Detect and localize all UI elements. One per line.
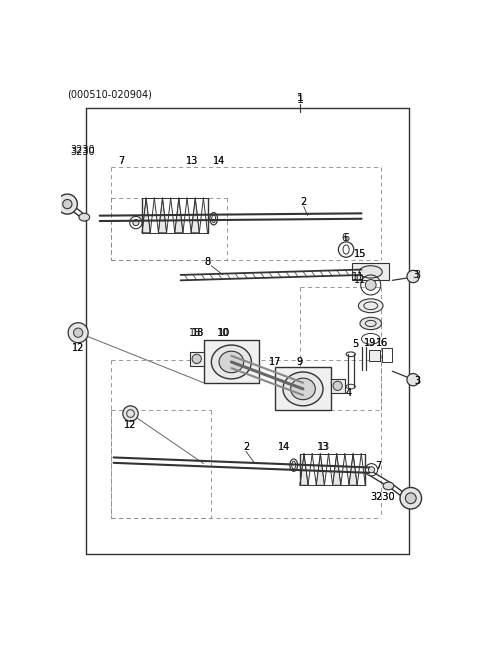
Circle shape [365,280,376,290]
Bar [275,367,331,409]
Text: 11: 11 [351,272,364,282]
Circle shape [63,200,72,209]
Text: 10: 10 [218,328,230,338]
Text: 2: 2 [243,441,249,452]
Polygon shape [158,198,167,233]
Polygon shape [300,454,308,485]
Text: 16: 16 [376,339,388,348]
Polygon shape [175,198,183,233]
Circle shape [123,406,138,421]
Bar [369,350,380,361]
Bar [352,263,389,280]
Text: 17: 17 [269,357,281,367]
Text: 9: 9 [297,357,303,367]
Text: 11: 11 [354,275,366,286]
Ellipse shape [360,317,382,329]
Text: 19: 19 [364,339,376,348]
Polygon shape [191,198,199,233]
Ellipse shape [219,351,244,373]
Text: 18: 18 [189,328,201,338]
Text: 3: 3 [414,376,420,386]
Text: 9: 9 [297,357,303,367]
Text: 14: 14 [213,156,225,166]
Circle shape [192,354,201,364]
Text: 5: 5 [352,339,359,349]
Text: 13: 13 [186,156,198,166]
Text: 13: 13 [317,441,329,452]
Circle shape [73,328,83,337]
Text: 2: 2 [300,196,307,207]
Text: 5: 5 [352,339,359,349]
Polygon shape [316,454,324,485]
Text: 1: 1 [296,93,303,103]
Text: 3230: 3230 [371,492,396,502]
Text: 7: 7 [118,156,124,166]
Text: 2: 2 [300,196,307,207]
Text: 12: 12 [124,420,137,430]
Circle shape [57,194,77,214]
Text: 4: 4 [345,388,351,398]
Ellipse shape [359,299,383,312]
Text: (000510-020904): (000510-020904) [67,89,152,100]
Circle shape [68,323,88,343]
Text: 16: 16 [376,339,388,348]
Text: 14: 14 [278,442,290,453]
Text: 7: 7 [118,156,124,166]
Text: 3230: 3230 [371,492,396,502]
Polygon shape [349,454,357,485]
Text: 14: 14 [213,156,225,166]
Ellipse shape [291,378,315,400]
Text: 3: 3 [414,376,420,386]
Text: 13: 13 [186,156,198,166]
Polygon shape [142,198,150,233]
Text: 6: 6 [343,233,349,243]
Text: 12: 12 [72,343,84,353]
Text: 8: 8 [204,257,211,267]
Circle shape [133,219,139,226]
Text: 8: 8 [204,257,211,267]
Text: 3: 3 [414,270,420,280]
Text: 3230: 3230 [71,145,95,155]
Text: 17: 17 [269,357,281,367]
Text: 15: 15 [354,249,366,259]
Circle shape [407,373,419,386]
Ellipse shape [283,372,323,406]
Bar [204,341,259,383]
Bar [382,348,392,362]
Text: 12: 12 [124,420,137,430]
Ellipse shape [211,345,252,379]
Text: 1: 1 [296,93,303,103]
Text: 1: 1 [296,95,303,105]
Text: 10: 10 [217,328,229,338]
Polygon shape [333,454,341,485]
Text: 3: 3 [412,270,419,280]
Bar [190,352,204,365]
Circle shape [406,493,416,504]
Ellipse shape [383,482,394,490]
Text: 4: 4 [345,388,351,398]
Circle shape [407,271,419,283]
Text: 13: 13 [318,441,331,452]
Text: 7: 7 [375,461,382,471]
Text: 18: 18 [192,328,204,338]
Text: 7: 7 [375,461,382,471]
Text: 12: 12 [72,343,84,353]
Bar [331,379,345,393]
Text: 14: 14 [278,442,290,453]
Circle shape [400,487,421,509]
Text: 3230: 3230 [71,147,95,157]
Text: 6: 6 [341,233,348,243]
Text: 18: 18 [192,328,204,338]
Ellipse shape [359,266,382,278]
Text: 10: 10 [218,328,230,338]
Text: 2: 2 [243,441,249,452]
Text: 19: 19 [364,339,376,348]
Ellipse shape [79,214,90,221]
Text: 15: 15 [354,249,366,259]
Circle shape [369,466,374,473]
Circle shape [333,381,342,390]
